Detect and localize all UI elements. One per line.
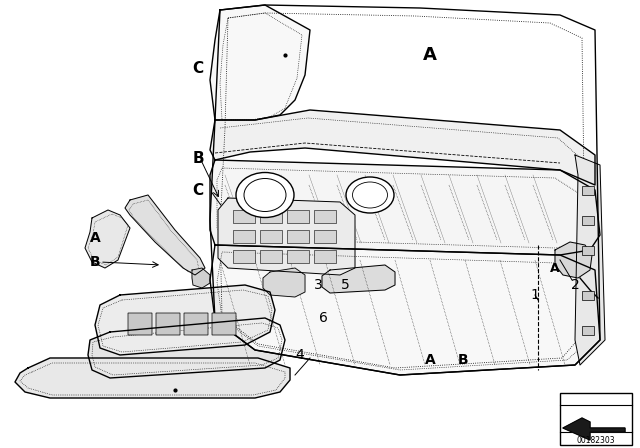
Bar — [582, 326, 594, 335]
Text: A: A — [423, 46, 437, 64]
Bar — [233, 210, 255, 223]
Polygon shape — [210, 5, 310, 120]
Ellipse shape — [346, 177, 394, 213]
Polygon shape — [210, 245, 600, 375]
Text: 2: 2 — [571, 278, 579, 292]
Polygon shape — [95, 285, 275, 355]
Bar — [582, 291, 594, 300]
Bar — [582, 216, 594, 225]
Text: A: A — [550, 262, 560, 275]
Bar — [260, 230, 282, 243]
Polygon shape — [85, 210, 130, 268]
Bar — [287, 210, 309, 223]
Bar — [560, 393, 632, 445]
Polygon shape — [210, 5, 600, 375]
Text: 1: 1 — [531, 288, 540, 302]
FancyBboxPatch shape — [156, 313, 180, 335]
Text: 00182303: 00182303 — [577, 435, 615, 444]
Bar — [260, 250, 282, 263]
Polygon shape — [210, 110, 595, 185]
Text: 5: 5 — [340, 278, 349, 292]
Text: C: C — [193, 60, 204, 76]
Bar — [314, 230, 336, 243]
Bar — [582, 246, 594, 255]
Bar — [582, 186, 594, 195]
Text: C: C — [193, 182, 204, 198]
Bar — [314, 250, 336, 263]
Polygon shape — [563, 418, 625, 440]
Text: 4: 4 — [296, 348, 305, 362]
Text: B: B — [192, 151, 204, 165]
Polygon shape — [125, 195, 205, 275]
Text: 3: 3 — [314, 278, 323, 292]
Bar — [233, 250, 255, 263]
Polygon shape — [263, 268, 305, 297]
Ellipse shape — [236, 172, 294, 217]
Bar — [287, 250, 309, 263]
Polygon shape — [192, 268, 210, 288]
Text: B: B — [90, 255, 100, 269]
Text: 6: 6 — [319, 311, 328, 325]
Polygon shape — [575, 155, 605, 365]
FancyBboxPatch shape — [212, 313, 236, 335]
Polygon shape — [555, 242, 592, 278]
Polygon shape — [218, 198, 355, 275]
Text: A: A — [90, 231, 100, 245]
Bar — [233, 230, 255, 243]
Bar — [260, 210, 282, 223]
Polygon shape — [322, 265, 395, 293]
Polygon shape — [88, 318, 285, 378]
Bar — [287, 230, 309, 243]
Polygon shape — [15, 358, 290, 398]
Text: B: B — [458, 353, 468, 367]
FancyBboxPatch shape — [128, 313, 152, 335]
Polygon shape — [210, 160, 600, 255]
Bar — [314, 210, 336, 223]
Text: A: A — [424, 353, 435, 367]
FancyBboxPatch shape — [184, 313, 208, 335]
